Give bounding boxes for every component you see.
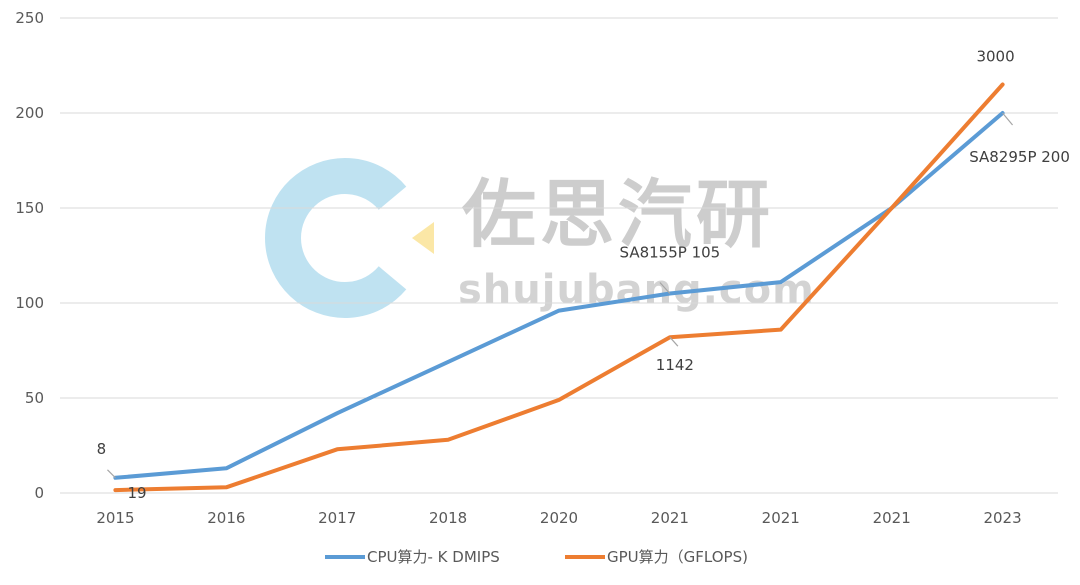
- x-tick-label: 2021: [762, 509, 800, 527]
- x-tick-label: 2016: [207, 509, 245, 527]
- y-tick-label: 50: [25, 389, 44, 407]
- y-axis-ticks: 0 50 100 150 200 250: [15, 9, 44, 502]
- annotation-leader-line: [107, 469, 116, 479]
- legend: CPU算力- K DMIPS GPU算力（GFLOPS): [325, 548, 748, 566]
- watermark-logo-accent: [412, 222, 434, 254]
- watermark: 佐思汽研 shujubang.com: [265, 158, 815, 318]
- x-tick-label: 2021: [873, 509, 911, 527]
- watermark-english-text: shujubang.com: [458, 267, 815, 313]
- x-tick-label: 2020: [540, 509, 578, 527]
- data-annotations: 8 19 SA8155P 105 1142 3000 SA8295P 200: [97, 48, 1070, 503]
- watermark-chinese-text: 佐思汽研: [461, 172, 774, 258]
- legend-label: CPU算力- K DMIPS: [367, 548, 500, 566]
- series-line-cpu: [113, 111, 1005, 480]
- data-label: SA8295P 200: [969, 148, 1070, 166]
- grid-lines: [60, 17, 1058, 494]
- x-tick-label: 2015: [96, 509, 134, 527]
- x-tick-label: 2018: [429, 509, 467, 527]
- data-label: 3000: [976, 48, 1014, 66]
- data-label: 19: [127, 484, 146, 502]
- y-tick-label: 150: [15, 199, 44, 217]
- data-label: SA8155P 105: [620, 244, 721, 262]
- legend-label: GPU算力（GFLOPS): [607, 548, 748, 566]
- x-tick-label: 2017: [318, 509, 356, 527]
- y-tick-label: 0: [34, 484, 44, 502]
- x-tick-label: 2021: [651, 509, 689, 527]
- series-line-gpu: [113, 82, 1005, 493]
- annotation-leader-line: [669, 336, 679, 347]
- y-tick-label: 250: [15, 9, 44, 27]
- x-tick-label: 2023: [983, 509, 1021, 527]
- annotation-leader-line: [659, 282, 671, 294]
- data-label: 1142: [656, 356, 694, 374]
- y-tick-label: 200: [15, 104, 44, 122]
- y-tick-label: 100: [15, 294, 44, 312]
- watermark-logo-ring: [265, 158, 407, 318]
- annotation-leader-line: [1002, 112, 1014, 126]
- x-axis-ticks: 2015 2016 2017 2018 2020 2021 2021 2021 2023: [96, 509, 1021, 527]
- data-label: 8: [97, 440, 107, 458]
- series-group: [113, 82, 1005, 493]
